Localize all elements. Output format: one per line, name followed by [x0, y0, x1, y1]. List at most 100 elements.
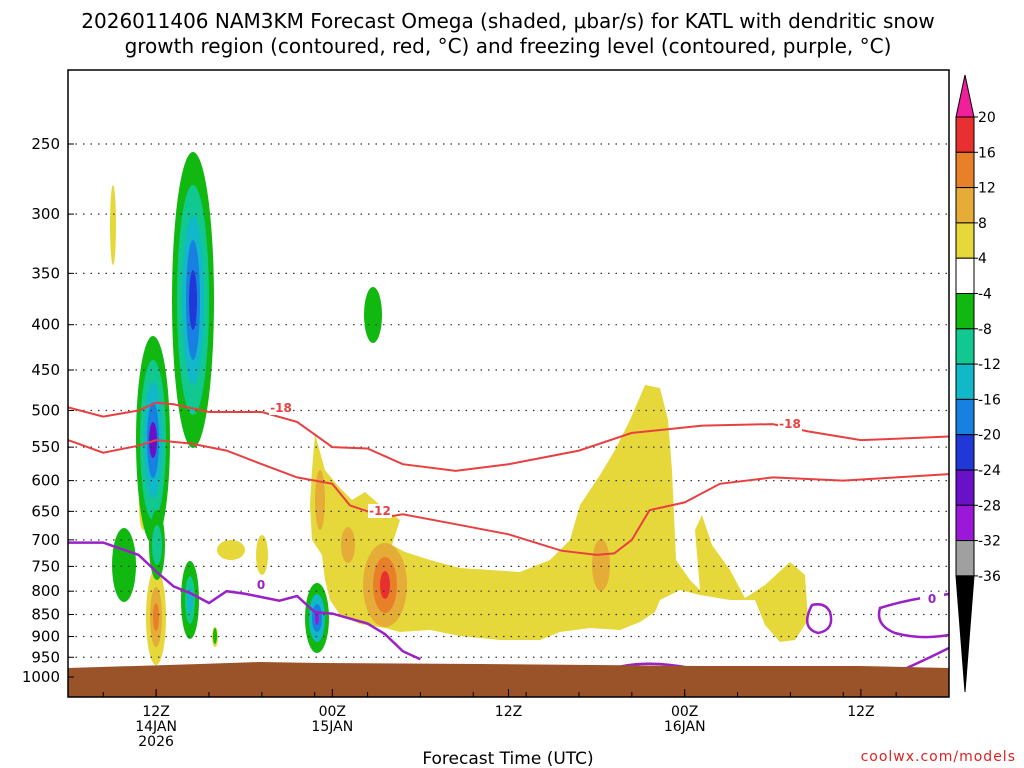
omega-downward-cell-12z14-level-2 [153, 603, 159, 631]
omega-small-yellow-300mb-level-0 [110, 185, 116, 265]
x-tick-label-1-1: 15JAN [311, 719, 353, 735]
colorbar-arrow-top [955, 74, 975, 118]
contour-label-bg-2 [368, 504, 392, 518]
colorbar-swatch-1 [955, 116, 975, 153]
contour-label-bg-3 [249, 578, 273, 592]
colorbar-swatch-9 [955, 398, 975, 436]
ground-terrain [68, 662, 949, 697]
omega-small-yellow-750mb [256, 535, 268, 575]
y-tick-label-900: 900 [31, 627, 60, 645]
omega-upward-cell-03z15-level-0 [364, 287, 382, 343]
contour-label-bg-1 [778, 417, 802, 431]
contour-label-0: -18 [270, 401, 292, 415]
omega-upward-cell-09z14-level-0 [112, 528, 136, 602]
colorbar-swatch-7 [955, 328, 975, 365]
omega-upward-cell-12z14-lower [149, 510, 165, 580]
x-tick-label-1-0: 00Z [319, 704, 346, 720]
contour-dgz-bottom-12c [68, 439, 949, 556]
contour-freezing-level-main [68, 541, 421, 661]
omega-upward-cell-15z14-level-0 [213, 628, 217, 644]
colorbar-swatch-5 [955, 257, 975, 295]
colorbar-label-9: -20 [978, 428, 1001, 444]
contour-freezing-level-loop [805, 603, 833, 635]
colorbar-label-2: 12 [978, 181, 996, 197]
colorbar-label-7: -12 [978, 357, 1001, 373]
colorbar-label-8: -16 [978, 392, 1001, 408]
colorbar-swatch-12 [955, 504, 975, 542]
x-tick-label-0-1: 14JAN [135, 719, 177, 735]
omega-upward-cell-09z14 [112, 528, 136, 602]
chart-title-line-2: growth region (contoured, red, °C) and f… [125, 34, 892, 58]
contour-label-1: -18 [779, 417, 801, 431]
y-tick-label-950: 950 [31, 648, 60, 666]
chart-title-line-1: 2026011406 NAM3KM Forecast Omega (shaded… [81, 9, 934, 33]
y-tick-label-750: 750 [31, 557, 60, 575]
colorbar-arrow-bottom [955, 575, 975, 693]
colorbar-label-6: -8 [978, 322, 992, 338]
omega-upward-cell-22z14 [305, 583, 329, 653]
x-tick-label-3-1: 16JAN [664, 719, 706, 735]
y-tick-label-700: 700 [31, 531, 60, 549]
omega-downward-cell-01z15-level-0 [341, 527, 355, 563]
contour-freezing-level-right [877, 592, 949, 639]
omega-downward-cell-18z14-level-0 [315, 470, 325, 530]
omega-downward-cell-03z15-level-2 [380, 571, 390, 599]
colorbar-label-12: -32 [978, 534, 1001, 550]
y-tick-label-800: 800 [31, 582, 60, 600]
omega-upward-cell-13z14-upper [172, 152, 214, 448]
colorbar-label-11: -28 [978, 498, 1001, 514]
omega-upward-cell-13z14-low [181, 561, 199, 639]
contour-layer: -18 -18 -12 0 0 [68, 401, 949, 674]
omega-upward-cell-13z14-upper-level-4 [189, 270, 197, 330]
contour-label-4: 0 [928, 592, 936, 606]
omega-upward-cell-03z15 [364, 287, 382, 343]
omega-small-yellow-300mb [110, 185, 116, 265]
x-tick-label-4-0: 12Z [847, 704, 874, 720]
omega-small-yellow-700mb [217, 540, 245, 560]
colorbar-label-10: -24 [978, 463, 1001, 479]
y-tick-label-850: 850 [31, 606, 60, 624]
omega-upward-cell-12z14-mid [136, 336, 170, 544]
colorbar-swatch-3 [955, 187, 975, 224]
y-tick-label-500: 500 [31, 402, 60, 420]
colorbar-swatch-10 [955, 434, 975, 471]
omega-upward-cell-12z14-mid-level-4 [149, 422, 157, 458]
colorbar-label-0: 20 [978, 110, 996, 126]
omega-fill-layer [110, 152, 808, 665]
contour-label-3: 0 [257, 578, 265, 592]
omega-positive-broad-region [310, 385, 808, 642]
colorbar-label-5: -4 [978, 287, 992, 303]
colorbar-swatch-8 [955, 363, 975, 400]
ground-layer [68, 662, 949, 697]
colorbar-swatch-13 [955, 540, 975, 577]
y-tick-label-550: 550 [31, 438, 60, 456]
x-tick-label-0-0: 12Z [142, 704, 169, 720]
y-tick-label-250: 250 [31, 135, 60, 153]
colorbar-swatch-2 [955, 151, 975, 189]
contour-label-2: -12 [369, 504, 391, 518]
omega-downward-cell-01z15 [341, 527, 355, 563]
colorbar-label-3: 8 [978, 216, 987, 232]
x-tick-label-3-0: 00Z [671, 704, 698, 720]
colorbar-swatch-6 [955, 293, 975, 330]
y-tick-label-300: 300 [31, 205, 60, 223]
colorbar-swatch-11 [955, 469, 975, 506]
omega-downward-cell-12z14 [146, 569, 166, 665]
contour-label-bg-0 [269, 401, 293, 415]
credit-text: coolwx.com/models [861, 749, 1016, 765]
y-tick-label-350: 350 [31, 264, 60, 282]
colorbar-swatch-4 [955, 222, 975, 259]
colorbar-label-4: 4 [978, 251, 987, 267]
omega-upward-cell-12z14-lower-level-1 [152, 525, 162, 565]
y-tick-label-450: 450 [31, 361, 60, 379]
omega-downward-cell-06z16 [592, 539, 610, 591]
x-tick-label-2-0: 12Z [495, 704, 522, 720]
x-axis-label: Forecast Time (UTC) [422, 749, 593, 768]
y-tick-label-650: 650 [31, 502, 60, 520]
y-tick-label-1000: 1000 [22, 668, 60, 686]
colorbar-label-13: -36 [978, 569, 1001, 585]
colorbar-legend: 20 16 12 8 4 -4 -8 -12 -16 -20 -24 -28 -32 -36 [955, 74, 1001, 693]
x-tick-label-0-2: 2026 [138, 734, 174, 750]
